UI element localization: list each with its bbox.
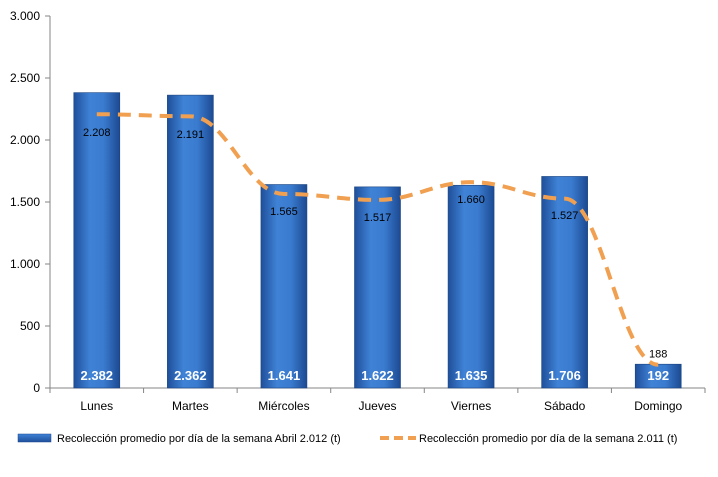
x-tick-label: Lunes (80, 399, 113, 413)
line-series (96, 112, 659, 367)
x-tick-label: Sábado (544, 399, 586, 413)
y-tick-label: 1.000 (10, 257, 40, 271)
y-tick-label: 3.000 (10, 9, 40, 23)
line-value-label: 2.208 (83, 127, 111, 139)
legend-swatch-bar (17, 433, 52, 443)
bar-value-label: 1.635 (455, 368, 488, 383)
axes: 0 500 1.000 1.500 2.000 2.500 3.000 Lunes Martes… (10, 9, 706, 413)
legend-label-bar: Recolección promedio por día de la seman… (57, 433, 341, 445)
bar-value-label: 2.382 (81, 368, 114, 383)
legend-label-line: Recolección promedio por día de la seman… (419, 433, 677, 445)
data-labels: 2.382 2.362 1.641 1.622 1.635 1.706 192 2.208 2.… (81, 127, 670, 383)
line-value-label: 188 (649, 349, 667, 361)
y-tick-label: 2.500 (10, 71, 40, 85)
x-tick-label: Domingo (634, 399, 682, 413)
y-tick-label: 0 (33, 381, 40, 395)
bar-value-label: 192 (647, 368, 669, 383)
bar (447, 184, 495, 389)
bar (73, 92, 121, 389)
bar-value-label: 1.706 (548, 368, 581, 383)
bar (354, 186, 401, 389)
bar-value-label: 2.362 (174, 368, 207, 383)
bar-series (73, 92, 682, 389)
bar (260, 184, 308, 389)
y-tick-label: 1.500 (10, 195, 40, 209)
line-path (96, 112, 659, 367)
line-value-label: 1.527 (551, 210, 579, 222)
line-value-label: 1.660 (457, 194, 485, 206)
y-tick-label: 2.000 (10, 133, 40, 147)
bar (541, 176, 588, 389)
x-tick-label: Viernes (451, 399, 491, 413)
x-tick-label: Jueves (358, 399, 396, 413)
bar-value-label: 1.641 (268, 368, 301, 383)
y-tick-label: 500 (20, 319, 40, 333)
line-value-label: 1.517 (364, 212, 392, 224)
bar (167, 94, 214, 389)
bar-value-label: 1.622 (361, 368, 394, 383)
x-tick-label: Martes (172, 399, 209, 413)
line-value-label: 1.565 (270, 206, 298, 218)
line-value-label: 2.191 (177, 129, 205, 141)
x-tick-label: Miércoles (258, 399, 309, 413)
legend: Recolección promedio por día de la seman… (17, 433, 677, 445)
